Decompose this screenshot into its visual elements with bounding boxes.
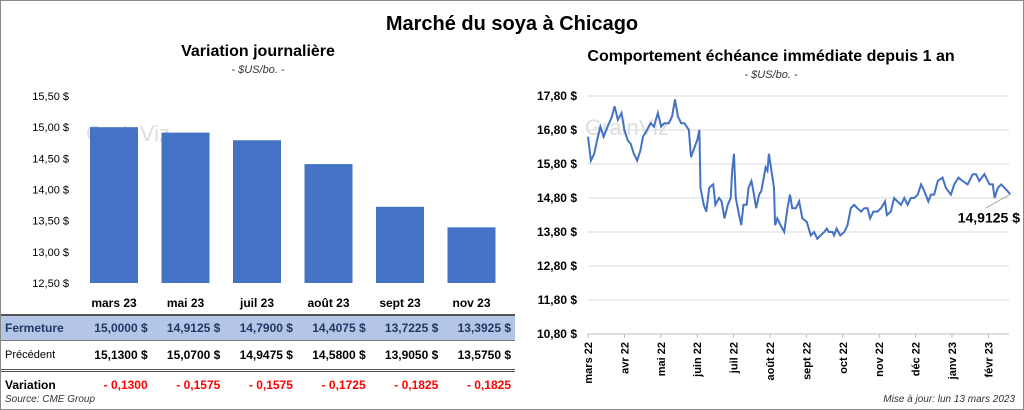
table-cell: 14,7900 $ bbox=[239, 321, 293, 335]
y-tick-label: 14,50 $ bbox=[32, 153, 69, 165]
bar bbox=[233, 140, 281, 283]
y-tick-label: 14,80 $ bbox=[537, 191, 577, 205]
bar bbox=[161, 132, 210, 283]
table-cell: - 0,1575 bbox=[248, 378, 293, 392]
x-tick-label: mars 22 bbox=[583, 342, 595, 384]
table-row-fermeture: Fermeture 15,0000 $ 14,9125 $ 14,7900 $ 14,4… bbox=[1, 315, 515, 341]
update-date: Mise à jour: lun 13 mars 2023 bbox=[883, 394, 1015, 405]
y-tick-label: 14,00 $ bbox=[32, 185, 69, 197]
table-cell: 13,9050 $ bbox=[369, 340, 443, 372]
table-cell: 14,4075 $ bbox=[312, 321, 366, 335]
x-tick-label: juil 22 bbox=[729, 342, 741, 374]
x-tick-label: oct 22 bbox=[838, 342, 850, 374]
x-tick-label: déc 22 bbox=[911, 342, 923, 376]
x-tick-label: avr 22 bbox=[619, 342, 631, 374]
table-cell: 14,9125 $ bbox=[166, 321, 221, 335]
x-tick-label: juil 23 bbox=[239, 296, 274, 310]
table-cell: - 0,1725 bbox=[321, 378, 366, 392]
table-cell: 13,3925 $ bbox=[457, 321, 511, 335]
bar-chart-title: Variation journalière bbox=[181, 43, 335, 60]
table-cell: 15,0700 $ bbox=[151, 340, 225, 372]
table-cell: 15,1300 $ bbox=[79, 340, 152, 372]
bar-chart: GrainViz15,50 $15,00 $14,50 $14,00 $13,5… bbox=[32, 91, 496, 310]
y-tick-label: 13,80 $ bbox=[537, 225, 577, 239]
last-value-label: 14,9125 $ bbox=[958, 209, 1020, 225]
row-label: Précédent bbox=[1, 340, 79, 372]
x-tick-label: juin 22 bbox=[692, 342, 704, 378]
label-leader bbox=[984, 193, 1011, 209]
source-note: Source: CME Group bbox=[5, 394, 96, 405]
y-tick-label: 12,50 $ bbox=[32, 278, 69, 290]
x-tick-label: sept 23 bbox=[379, 296, 421, 310]
x-tick-label: févr 23 bbox=[983, 342, 995, 377]
y-tick-label: 12,80 $ bbox=[537, 259, 577, 273]
x-tick-label: mai 22 bbox=[656, 342, 668, 376]
table-cell: 15,0000 $ bbox=[94, 321, 148, 335]
x-tick-label: nov 23 bbox=[452, 296, 490, 310]
x-tick-label: janv 23 bbox=[947, 342, 959, 380]
line-chart: 17,80 $ 16,80 $ 15,80 $ 14,80 $ 13,80 $ 12,80… bbox=[537, 89, 1020, 384]
line-chart-title: Comportement échéance immédiate depuis 1… bbox=[587, 48, 955, 65]
y-tick-label: 17,80 $ bbox=[537, 89, 577, 103]
y-tick-label: 11,80 $ bbox=[538, 293, 578, 307]
x-tick-label: août 22 bbox=[765, 342, 777, 381]
y-tick-label: 10,80 $ bbox=[537, 327, 577, 341]
table-cell: 14,9475 $ bbox=[224, 340, 297, 372]
y-tick-label: 15,00 $ bbox=[32, 122, 69, 134]
x-tick-label: sept 22 bbox=[801, 342, 813, 380]
table-cell: - 0,1575 bbox=[176, 378, 221, 392]
bar bbox=[447, 227, 496, 283]
table-cell: 14,5800 $ bbox=[296, 340, 370, 372]
table-cell: - 0,1825 bbox=[394, 378, 439, 392]
y-tick-label: 15,80 $ bbox=[537, 157, 577, 171]
table-cell: 13,5750 $ bbox=[442, 340, 515, 372]
x-tick-label: août 23 bbox=[307, 296, 349, 310]
x-tick-label: nov 22 bbox=[874, 342, 886, 377]
y-tick-label: 16,80 $ bbox=[537, 123, 577, 137]
table-cell: - 0,1825 bbox=[466, 378, 511, 392]
row-label: Variation bbox=[5, 378, 56, 392]
main-title: Marché du soya à Chicago bbox=[385, 13, 639, 35]
y-tick-label: 13,50 $ bbox=[32, 216, 69, 228]
y-tick-label: 13,00 $ bbox=[32, 247, 69, 259]
bar-chart-subtitle: - $US/bo. - bbox=[231, 64, 285, 76]
table-cell: 13,7225 $ bbox=[384, 321, 439, 335]
line-chart-subtitle: - $US/bo. - bbox=[744, 69, 798, 81]
x-tick-label: mars 23 bbox=[91, 296, 137, 310]
row-label: Fermeture bbox=[5, 321, 64, 335]
table-row-precedent: Précédent 15,1300 $15,0700 $14,9475 $14,5… bbox=[1, 340, 515, 372]
bar bbox=[376, 206, 424, 283]
price-line bbox=[587, 99, 1012, 241]
y-tick-label: 15,50 $ bbox=[32, 91, 69, 103]
x-tick-label: mai 23 bbox=[167, 296, 205, 310]
price-table: Fermeture 15,0000 $ 14,9125 $ 14,7900 $ 14,4… bbox=[1, 314, 515, 398]
table-row-variation: Variation - 0,1300 - 0,1575 - 0,1575 - 0,172… bbox=[1, 371, 515, 399]
table-cell: - 0,1300 bbox=[103, 378, 148, 392]
bar bbox=[90, 127, 138, 284]
bar bbox=[304, 164, 353, 283]
